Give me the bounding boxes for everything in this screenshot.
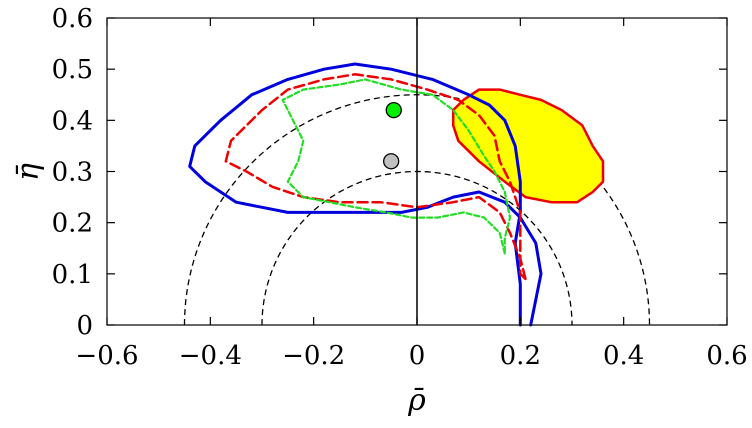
data-point-1	[385, 101, 402, 119]
x-tick-label: −0.6	[75, 341, 138, 371]
contour-yellow-region	[451, 88, 605, 204]
x-tick-label: 0.4	[603, 341, 644, 371]
y-tick-label: 0.4	[52, 106, 93, 136]
contour-dotted-green	[281, 78, 512, 255]
y-tick-label: 0	[76, 311, 93, 341]
y-ticks: 0 0.1 0.2 0.3 0.4 0.5 0.6	[52, 4, 727, 341]
x-axis-label: ρ̄	[407, 383, 426, 418]
y-tick-label: 0.1	[52, 260, 93, 290]
data-points	[383, 101, 402, 170]
x-ticks: −0.6 −0.4 −0.2 0 0.2 0.4 0.6	[75, 18, 748, 371]
contour-series	[188, 62, 605, 327]
data-point-2	[383, 153, 400, 170]
y-axis-label: η̄	[11, 163, 46, 181]
x-tick-label: −0.2	[282, 341, 345, 371]
x-tick-label: 0	[409, 341, 426, 371]
contour-dashed-red	[224, 73, 527, 281]
contour-solid-blue	[188, 62, 543, 327]
x-tick-label: 0.6	[706, 341, 747, 371]
x-tick-label: −0.4	[179, 341, 242, 371]
x-tick-label: 0.2	[500, 341, 541, 371]
y-tick-label: 0.3	[52, 158, 93, 188]
y-tick-label: 0.2	[52, 209, 93, 239]
y-tick-label: 0.5	[52, 55, 93, 85]
y-tick-label: 0.6	[52, 4, 93, 34]
